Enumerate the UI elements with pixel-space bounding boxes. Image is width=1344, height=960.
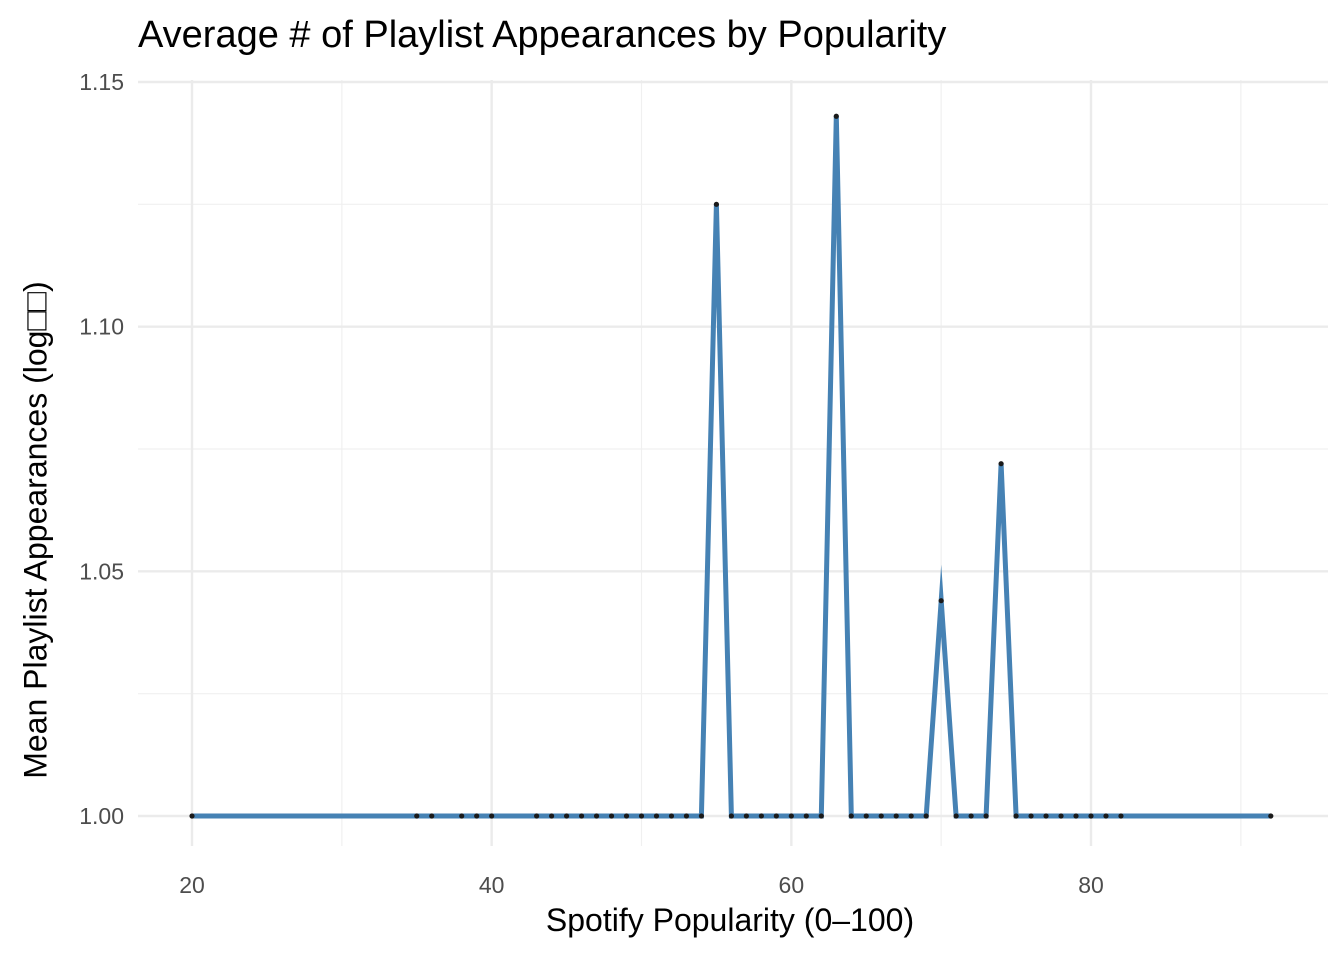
data-point [608, 813, 615, 819]
data-point [563, 813, 570, 819]
data-point [653, 813, 660, 819]
data-point [938, 598, 944, 604]
x-axis-title: Spotify Popularity (0–100) [545, 902, 915, 938]
data-point [623, 813, 630, 819]
data-point [818, 813, 824, 819]
data-point [1103, 813, 1109, 819]
data-point [549, 813, 555, 819]
x-tick-label: 80 [1078, 872, 1104, 898]
data-point [878, 813, 884, 819]
data-point [1058, 813, 1064, 819]
data-point [638, 813, 645, 819]
data-point [668, 813, 675, 819]
data-point [983, 813, 989, 819]
data-point [1073, 813, 1079, 819]
data-point [1043, 813, 1049, 819]
y-axis-tick-labels: 1.00 1.05 1.10 1.15 [79, 69, 124, 829]
data-point [429, 813, 435, 819]
data-point [593, 813, 600, 819]
x-tick-label: 20 [179, 872, 205, 898]
data-point [923, 813, 929, 819]
x-axis-tick-labels: 20 40 60 80 [179, 872, 1104, 898]
data-point [474, 813, 480, 819]
data-point [908, 813, 914, 819]
data-point [893, 813, 899, 819]
data-point [1118, 813, 1124, 819]
data-point [1028, 813, 1034, 819]
minor-gridlines [138, 80, 1328, 846]
major-gridlines [138, 80, 1328, 846]
y-axis-title-container: Mean Playlist Appearances (log□□) [16, 80, 56, 840]
x-tick-label: 40 [479, 872, 505, 898]
data-point [743, 813, 749, 819]
data-point [189, 813, 195, 819]
data-point [833, 113, 839, 119]
data-point [534, 813, 540, 819]
data-point [863, 813, 869, 819]
data-point [1268, 813, 1274, 819]
x-axis-title-container: Spotify Popularity (0–100) [0, 902, 1344, 939]
data-point [758, 813, 764, 819]
chart-title: Average # of Playlist Appearances by Pop… [138, 14, 947, 56]
data-point [1088, 813, 1094, 819]
series-line-group [192, 116, 1271, 819]
data-point [788, 813, 794, 819]
y-tick-label: 1.05 [79, 558, 124, 584]
x-tick-label: 60 [779, 872, 805, 898]
data-point [968, 813, 974, 819]
data-point [998, 461, 1004, 467]
y-tick-label: 1.15 [79, 69, 124, 95]
y-tick-label: 1.00 [79, 803, 124, 829]
data-point [698, 813, 705, 819]
data-point [1013, 813, 1019, 819]
data-point [728, 813, 735, 819]
y-axis-title: Mean Playlist Appearances (log□□) [17, 281, 54, 779]
data-points-group [189, 113, 1274, 819]
data-point [683, 813, 690, 819]
data-point [803, 813, 809, 819]
data-point [773, 813, 779, 819]
data-point [414, 813, 420, 819]
data-point [459, 813, 465, 819]
y-tick-label: 1.10 [79, 314, 124, 340]
data-point [713, 201, 720, 207]
data-point [848, 813, 854, 819]
data-point [489, 813, 495, 819]
series-line [192, 116, 1271, 819]
data-point [578, 813, 585, 819]
data-point [953, 813, 959, 819]
